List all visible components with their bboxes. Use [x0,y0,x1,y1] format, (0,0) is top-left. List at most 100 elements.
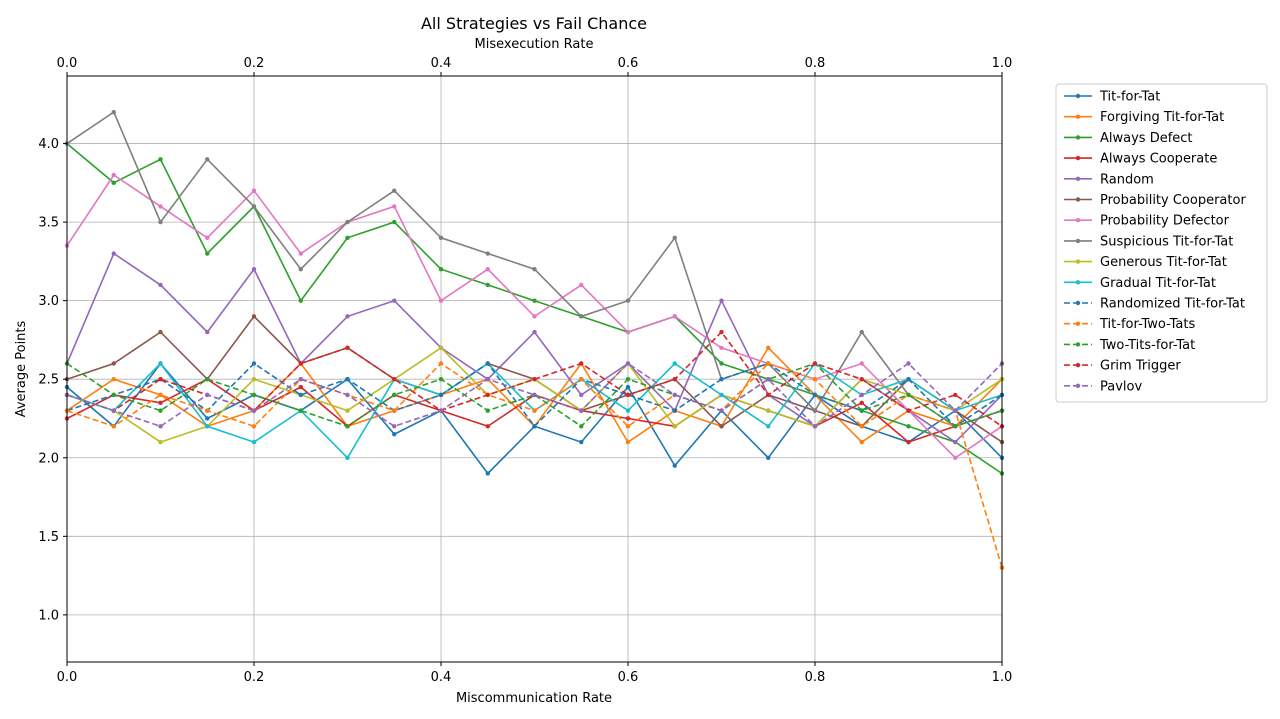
data-point [579,392,584,398]
data-point [251,408,257,413]
data-point [953,392,958,398]
data-point [625,392,631,398]
data-point [532,377,537,382]
data-point [719,408,724,413]
data-point [111,172,116,178]
data-point [111,361,116,366]
data-point [766,392,771,398]
x-tick-label: 0.2 [244,670,265,685]
legend-marker [1075,280,1081,285]
data-point [532,298,537,303]
legend-item: Pavlov [1064,379,1142,394]
data-point [579,439,584,445]
legend-item: Always Cooperate [1064,152,1217,167]
data-point [298,377,303,382]
y-tick-label: 3.0 [38,294,59,309]
legend-marker [1075,342,1081,347]
data-point [906,392,911,398]
legend-item: Random [1064,172,1154,187]
legend-item: Tit-for-Tat [1064,90,1160,105]
top-axis-label: Misexecution Rate [475,37,594,52]
data-point [859,361,864,366]
legend: Tit-for-Tat Forgiving Tit-for-Tat Always D… [1055,83,1268,403]
data-point [345,219,350,225]
data-point [251,314,257,319]
data-point [625,384,631,390]
legend-marker [1075,176,1081,181]
data-point [298,267,303,272]
data-point [719,345,724,350]
legend-marker [1075,155,1081,161]
series-line [66,362,1003,428]
data-point [672,424,677,429]
data-point [251,361,257,366]
data-point [345,392,350,398]
data-point [158,282,163,288]
data-point [438,392,444,398]
legend-marker [1075,114,1081,119]
data-point [719,392,724,398]
x-axis-label: Miscommunication Rate [456,691,612,706]
legend-item: Randomized Tit-for-Tat [1064,297,1245,312]
y-tick-label: 4.0 [38,137,59,152]
data-point [298,408,303,413]
data-point [625,439,631,445]
data-point [719,424,724,429]
data-point [859,439,864,445]
data-point [532,392,537,398]
legend-label: Probability Cooperator [1100,193,1246,208]
legend-item: Probability Cooperator [1064,193,1246,208]
data-point [485,408,490,413]
data-point [438,408,444,413]
data-point [158,361,163,366]
data-point [672,314,677,319]
plot-frame [66,75,1003,663]
legend-label: Always Defect [1100,131,1193,146]
series-12 [64,361,1005,570]
legend-label: Forgiving Tit-for-Tat [1100,110,1224,125]
data-point [906,361,911,366]
data-point [205,235,210,241]
data-point [625,408,631,413]
series-5 [64,251,1005,445]
data-point [158,219,163,225]
data-point [812,424,818,429]
data-point [438,267,444,272]
data-point [438,235,444,241]
data-point [158,400,163,405]
data-point [766,408,771,413]
legend-marker [1075,383,1081,388]
series-line [66,252,1003,444]
data-point [392,392,397,398]
legend-item: Gradual Tit-for-Tat [1064,276,1216,291]
data-point [392,408,397,413]
data-point [158,408,163,413]
data-point [205,424,210,429]
data-point [719,377,724,382]
data-point [906,377,911,382]
data-point [158,157,163,162]
y-axis-label: Average Points [14,320,29,417]
data-point [298,251,303,256]
series-line [66,142,1003,475]
data-point [812,392,818,398]
data-point [579,377,584,382]
top-tick-label: 0.2 [244,56,265,71]
data-point [298,392,303,398]
data-point [205,157,210,162]
data-point [392,424,397,429]
data-point [625,377,631,382]
legend-label: Probability Defector [1100,214,1230,229]
legend-marker [1075,238,1081,244]
data-point [953,408,958,413]
data-point [158,377,163,382]
data-point [111,109,116,115]
data-point [532,424,537,429]
axis-ticks: 0.0 0.2 0.4 0.6 0.8 1.0 0.0 0.2 0.4 0.6 0.8 1.0 1.0 1… [38,56,1012,685]
chart-title: All Strategies vs Fail Chance [421,14,647,33]
data-point [205,377,210,382]
data-point [251,392,257,398]
data-point [579,361,584,366]
data-point [345,345,350,350]
